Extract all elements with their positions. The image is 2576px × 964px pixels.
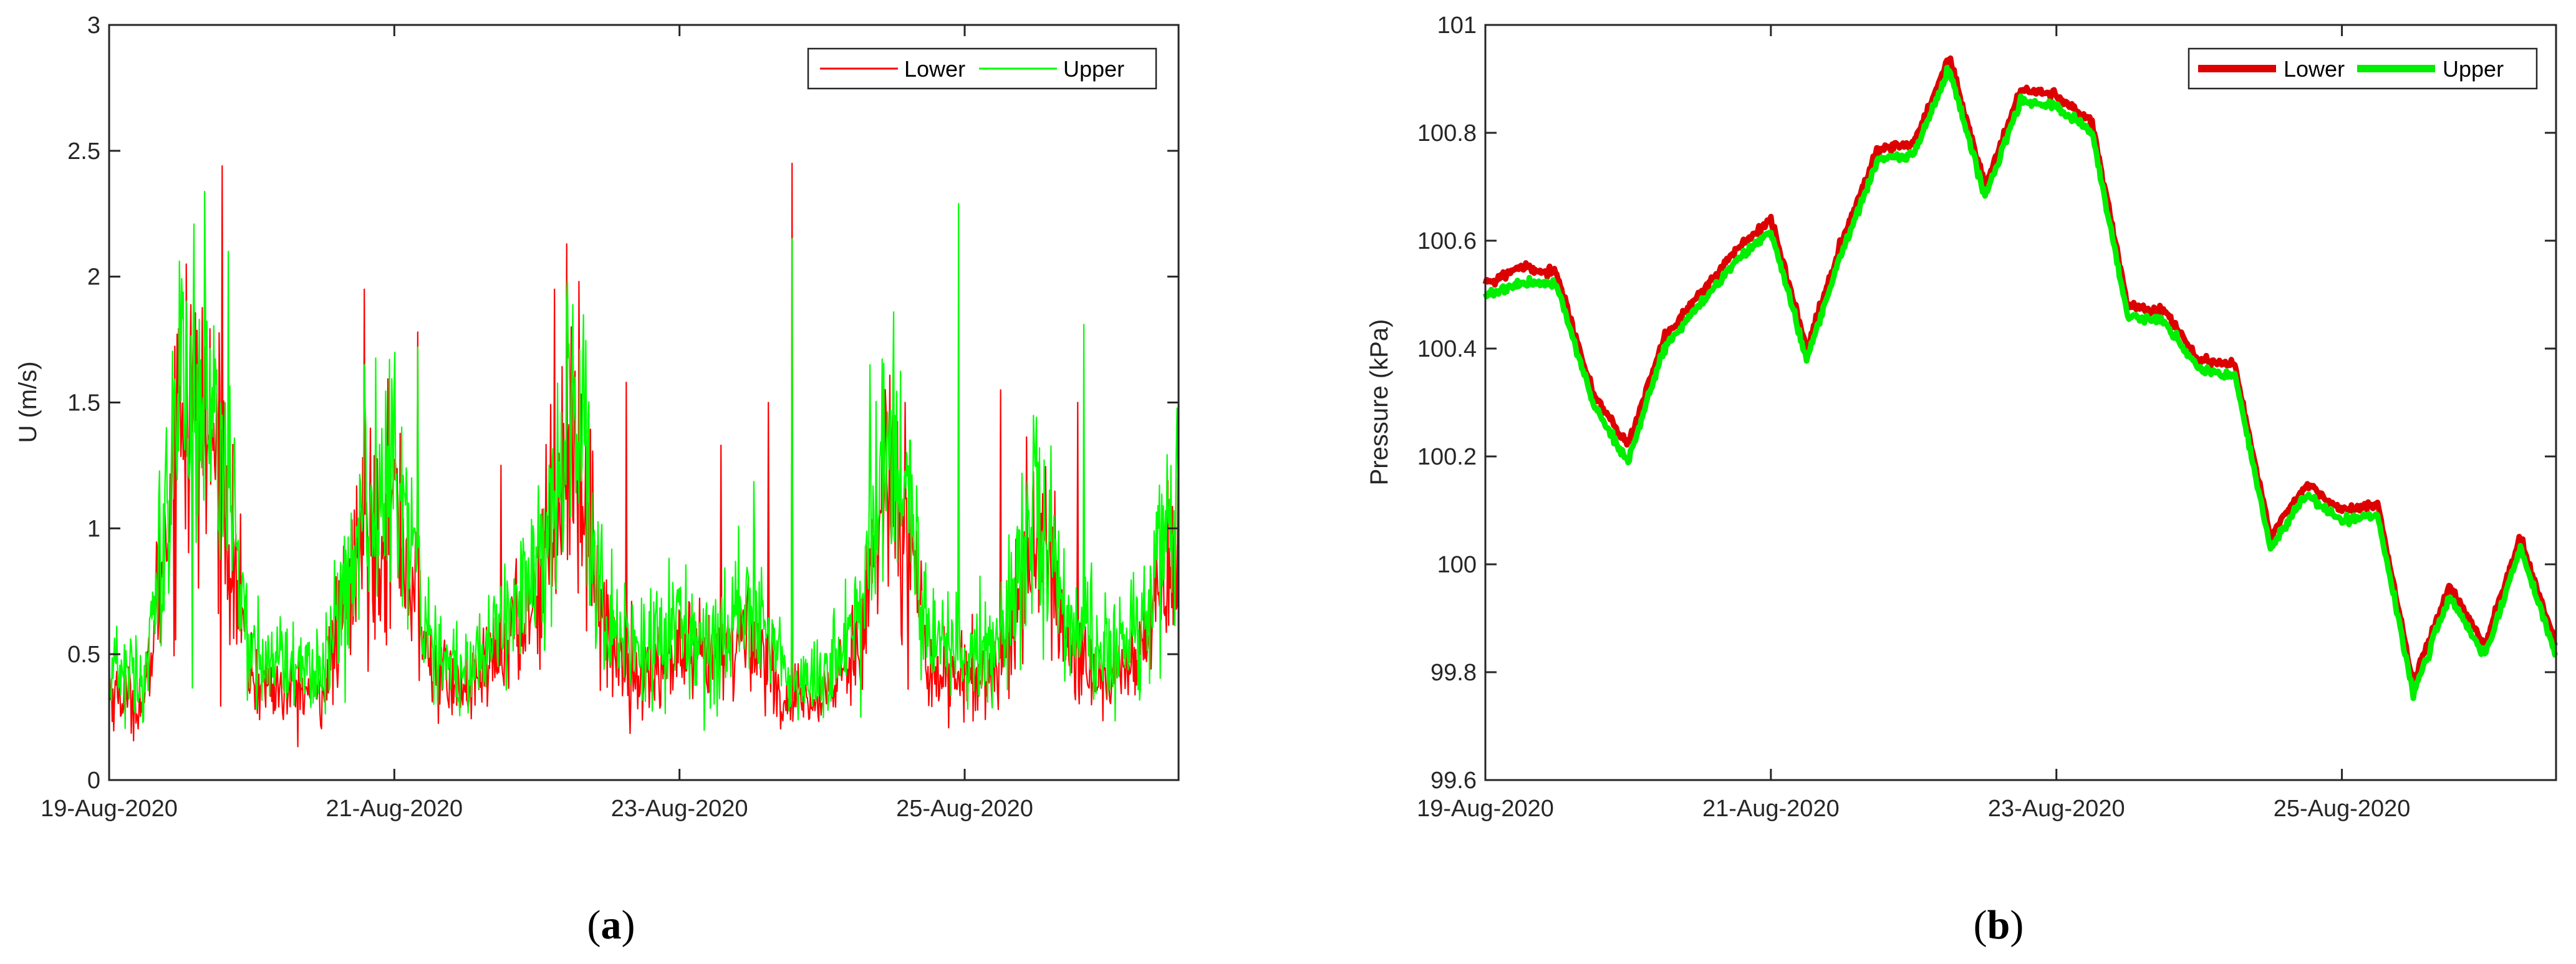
panel-a-legend: Lower Upper — [807, 47, 1157, 90]
panel-a-x-tick-label: 21-Aug-2020 — [326, 796, 463, 822]
panel-b-ticks: 99.6 99.8 100 100.2 100.4 100.6 100.8 101 19-Aug… — [1417, 12, 2556, 822]
panel-a-caption-paren-open: ( — [587, 902, 601, 948]
panel-b-x-tick-label: 19-Aug-2020 — [1417, 796, 1554, 822]
panel-a-series-lower-line — [108, 162, 1180, 748]
panel-a-legend-label-lower: Lower — [904, 56, 965, 82]
panel-b-y-axis-label: Pressure (kPa) — [1366, 319, 1393, 486]
panel-a-y-tick-label: 2.5 — [67, 138, 100, 165]
panel-a-y-axis-label: U (m/s) — [14, 361, 42, 443]
panel-b-series-group — [1482, 55, 2559, 701]
panel-a-y-tick-label: 1.5 — [67, 390, 100, 417]
panel-b-y-tick-label: 100.4 — [1417, 336, 1477, 362]
panel-a-x-tick-label: 19-Aug-2020 — [41, 796, 178, 822]
panel-b-legend-label-upper: Upper — [2443, 56, 2504, 82]
panel-b-x-tick-label: 21-Aug-2020 — [1702, 796, 1840, 822]
panel-b-caption-letter: b — [1987, 902, 2010, 948]
panel-b-x-tick-label: 23-Aug-2020 — [1988, 796, 2125, 822]
panel-b-y-tick-label: 99.8 — [1430, 660, 1477, 686]
panel-b-caption: (b) — [1974, 902, 2024, 948]
panel-a-y-tick-label: 0.5 — [67, 642, 100, 668]
panel-b-series-lower-line — [1482, 55, 2558, 686]
panel-b-y-tick-label: 100.2 — [1417, 444, 1477, 470]
panel-b-legend-label-lower: Lower — [2284, 56, 2345, 82]
panel-a-series-upper-line — [108, 191, 1180, 731]
panel-b-y-tick-label: 100.8 — [1417, 120, 1477, 147]
panel-a-velocity-chart: 0 0.5 1 1.5 2 2.5 3 19-Aug-2020 21-Aug-2020 23-Au… — [14, 12, 1180, 948]
panel-b-x-tick-label: 25-Aug-2020 — [2274, 796, 2411, 822]
panel-a-caption: (a) — [587, 902, 635, 948]
panel-b-series-upper-line — [1482, 65, 2559, 701]
panel-b-pressure-chart: 99.6 99.8 100 100.2 100.4 100.6 100.8 101 19-Aug… — [1366, 12, 2559, 948]
panel-a-legend-label-upper: Upper — [1063, 56, 1124, 82]
panel-b-y-tick-label: 101 — [1437, 12, 1477, 39]
panel-a-caption-letter: a — [601, 902, 622, 948]
panel-a-y-tick-label: 3 — [87, 12, 100, 39]
panel-b-y-tick-label: 100 — [1437, 552, 1477, 578]
panel-b-y-tick-label: 99.6 — [1430, 768, 1477, 794]
panel-b-legend: Lower Upper — [2188, 47, 2538, 90]
panel-b-axes-frame — [1484, 24, 2557, 781]
panel-a-y-tick-label: 1 — [87, 516, 100, 542]
panel-a-y-tick-label: 2 — [87, 264, 100, 291]
panel-b-caption-paren-open: ( — [1974, 902, 1987, 948]
panel-a-series-group — [108, 162, 1180, 748]
panel-a-x-tick-label: 23-Aug-2020 — [611, 796, 748, 822]
panel-b-y-tick-label: 100.6 — [1417, 228, 1477, 254]
panel-b-caption-paren-close: ) — [2010, 902, 2024, 948]
panel-a-x-tick-label: 25-Aug-2020 — [896, 796, 1033, 822]
panel-a-ticks: 0 0.5 1 1.5 2 2.5 3 19-Aug-2020 21-Aug-2020 23-Au… — [41, 12, 1179, 822]
panel-a-y-tick-label: 0 — [87, 768, 100, 794]
panel-a-caption-paren-close: ) — [622, 902, 635, 948]
